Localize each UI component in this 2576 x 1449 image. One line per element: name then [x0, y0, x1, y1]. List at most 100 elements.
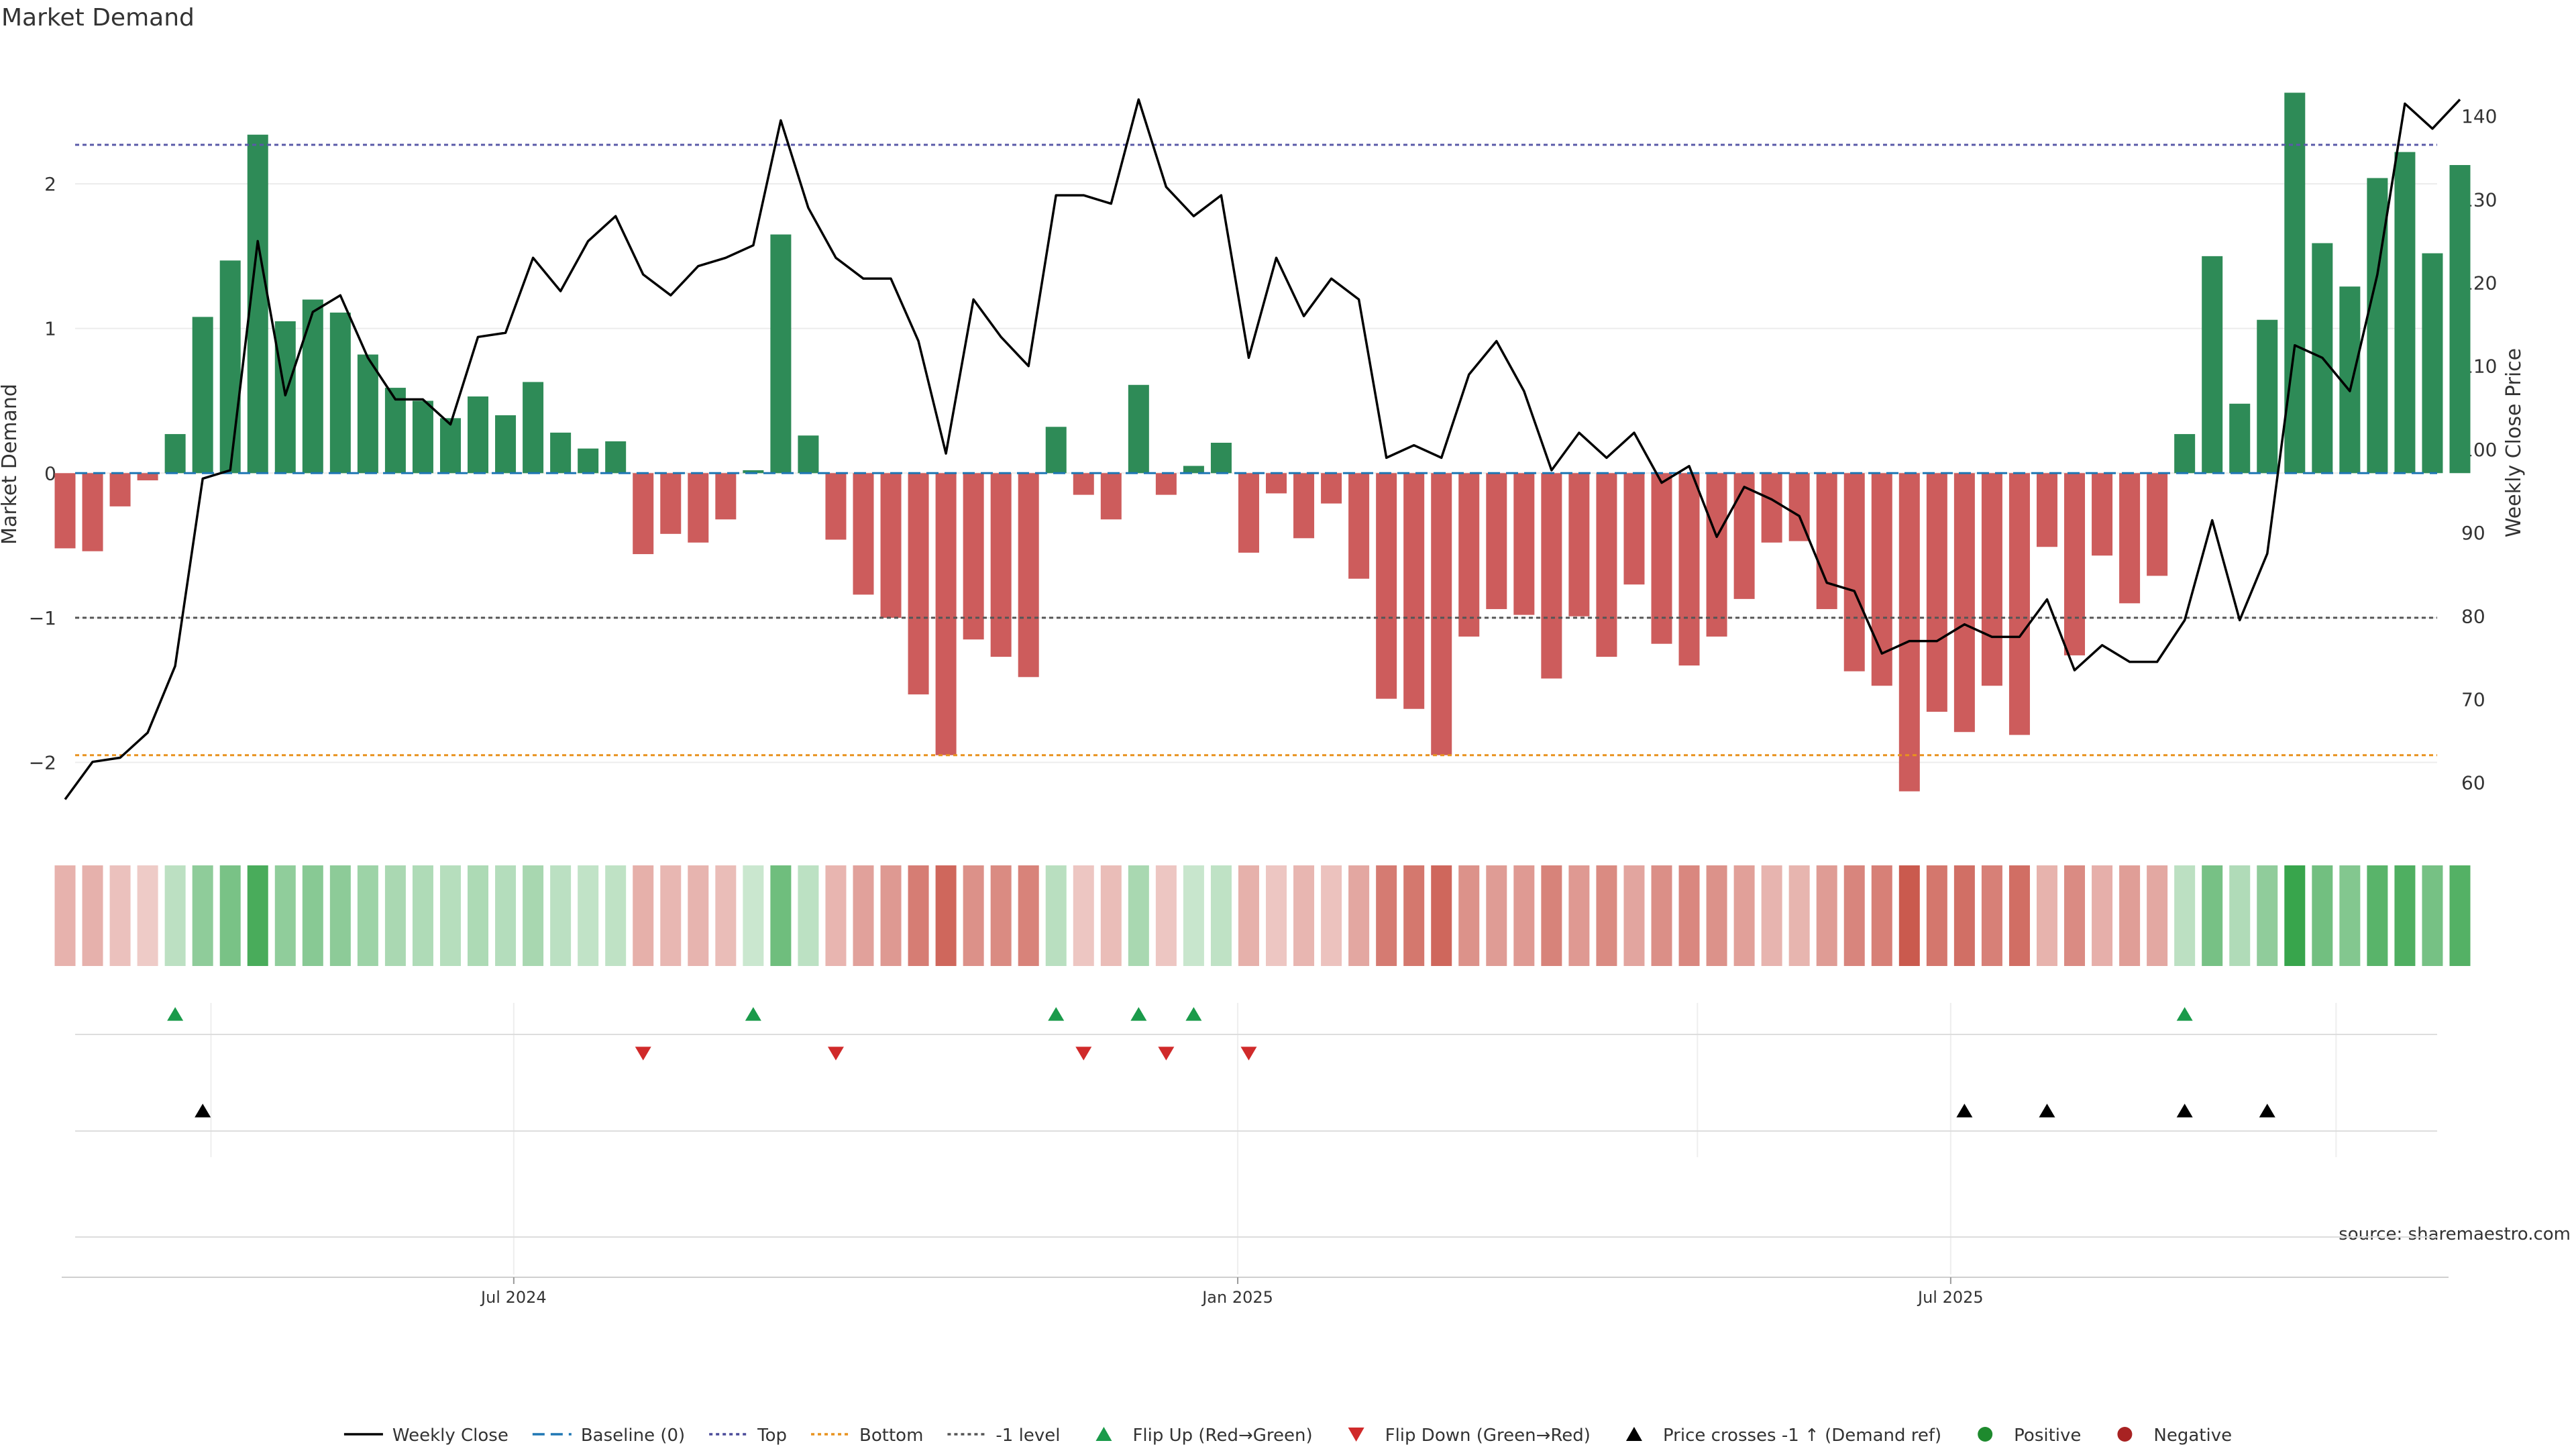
heat-strip-cell [247, 865, 268, 966]
heat-strip-cell [660, 865, 682, 966]
price-cross-marker [2039, 1104, 2055, 1118]
flip-down-marker [827, 1046, 844, 1061]
legend-triangle-down-swatch [1348, 1428, 1364, 1442]
demand-bar [2229, 403, 2251, 474]
demand-bar [1733, 473, 1755, 599]
demand-bar [164, 434, 186, 474]
heat-strip-cell [2064, 865, 2086, 966]
demand-bar [1486, 473, 1507, 609]
demand-bar [1981, 473, 2002, 686]
heat-strip-cell [439, 865, 461, 966]
heat-strip-cell [798, 865, 819, 966]
demand-bar [1678, 473, 1700, 666]
legend-item: Weekly Close [343, 1426, 508, 1446]
demand-bar [2202, 256, 2223, 474]
demand-bar [2064, 473, 2086, 655]
demand-bar [1073, 473, 1094, 495]
demand-bar [1761, 473, 1782, 543]
demand-bar [578, 448, 599, 474]
demand-bar [1403, 473, 1425, 709]
left-axis-ticks: 2 1 0 −1 −2 [29, 173, 56, 773]
heat-strip-cell [495, 865, 517, 966]
demand-bar [880, 473, 902, 618]
demand-bar [2036, 473, 2057, 547]
left-tick-label: −2 [29, 752, 56, 774]
flip-down-marker [635, 1046, 651, 1061]
left-tick-label: −1 [29, 607, 56, 629]
demand-bar [853, 473, 874, 595]
right-tick-label: 70 [2461, 689, 2485, 711]
heat-strip-cell [2229, 865, 2251, 966]
demand-bar [770, 234, 792, 474]
demand-bar [523, 382, 544, 474]
heat-strip-cell [1238, 865, 1259, 966]
heat-strip-cell [412, 865, 433, 966]
heat-strip-cell [1376, 865, 1397, 966]
heat-strip-cell [1788, 865, 1810, 966]
demand-bar [825, 473, 847, 540]
demand-bar [1210, 443, 1232, 474]
demand-bar [963, 473, 984, 640]
heat-strip-cell [2312, 865, 2333, 966]
heat-strip-cell [1843, 865, 1865, 966]
demand-bar [1376, 473, 1397, 699]
legend-item: Flip Down (Green→Red) [1348, 1426, 1591, 1446]
heat-strip-cell [1073, 865, 1094, 966]
legend-item: Baseline (0) [532, 1426, 685, 1446]
left-tick-label: 2 [44, 173, 56, 195]
flip-up-marker [1048, 1007, 1065, 1021]
demand-bar [688, 473, 709, 543]
demand-bar [2422, 253, 2443, 474]
legend-label: Bottom [859, 1426, 923, 1446]
heat-strip-cell [2284, 865, 2306, 966]
demand-bar [1513, 473, 1535, 615]
demand-bar [1926, 473, 1947, 712]
demand-bars [54, 93, 2471, 792]
right-tick-label: 60 [2461, 772, 2485, 794]
demand-bar [439, 418, 461, 474]
legend-item: Top [709, 1426, 787, 1446]
heat-strip-cell [1321, 865, 1342, 966]
legend-item: Flip Up (Red→Green) [1095, 1426, 1313, 1446]
demand-bar [1045, 427, 1067, 474]
flip-down-marker [1158, 1046, 1175, 1061]
heat-strip-cell [2449, 865, 2471, 966]
legend-label: Positive [2014, 1426, 2081, 1446]
heat-strip-cell [743, 865, 764, 966]
heat-strip-cell [1898, 865, 1920, 966]
heat-strip-cell [2119, 865, 2141, 966]
heat-strip-cell [1458, 865, 1480, 966]
heat-strip-cell [578, 865, 599, 966]
x-tick-label: Jan 2025 [1201, 1288, 1273, 1307]
x-tick-label: Jul 2024 [480, 1288, 547, 1307]
heat-strip-cell [1155, 865, 1177, 966]
demand-bar [1100, 473, 1122, 520]
heat-strip-cell [688, 865, 709, 966]
flip-up-marker [1130, 1007, 1147, 1021]
heat-strip-cell [523, 865, 544, 966]
heat-strip-cell [2339, 865, 2361, 966]
heat-strip-cell [1733, 865, 1755, 966]
price-cross-marker [1956, 1104, 1973, 1118]
heat-strip-cell [963, 865, 984, 966]
demand-bar [1816, 473, 1837, 609]
heat-strip-cell [1513, 865, 1535, 966]
demand-bar [1898, 473, 1920, 792]
legend-item: Positive [1978, 1426, 2081, 1446]
heat-strip-cell [357, 865, 378, 966]
heat-strip-cell [82, 865, 103, 966]
heat-strip-cell [302, 865, 323, 966]
right-tick-label: 90 [2461, 522, 2485, 544]
legend-label: Flip Up (Red→Green) [1132, 1426, 1312, 1446]
heat-strip-cell [1348, 865, 1370, 966]
demand-bar [605, 441, 627, 474]
demand-bar [109, 473, 131, 506]
left-tick-label: 0 [44, 462, 56, 484]
demand-bar [2394, 152, 2416, 474]
heat-strip-cell [468, 865, 489, 966]
heat-strip-cell [164, 865, 186, 966]
demand-bar [1843, 473, 1865, 672]
heat-strip-cell [1100, 865, 1122, 966]
flip-up-marker [2176, 1007, 2193, 1021]
demand-bar [302, 299, 323, 474]
